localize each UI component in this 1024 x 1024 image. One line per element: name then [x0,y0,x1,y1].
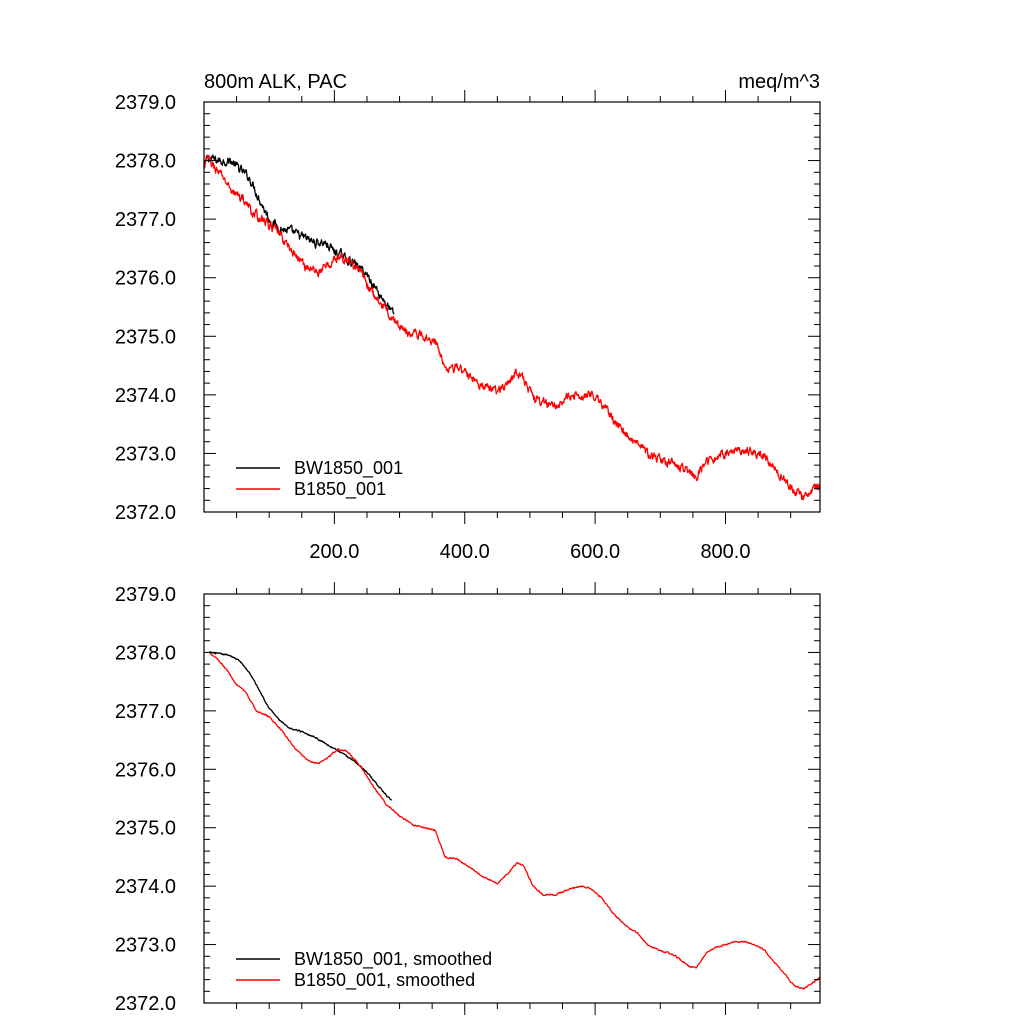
x-tick-label: 800.0 [700,541,750,563]
y-tick-label: 2372.0 [115,502,176,524]
x-tick-label: 400.0 [440,541,490,563]
series-line-1-1 [208,651,820,990]
y-tick-label: 2372.0 [115,993,176,1015]
y-tick-label: 2375.0 [115,326,176,348]
y-tick-label: 2374.0 [115,876,176,898]
legend-label: BW1850_001 [294,458,403,479]
x-tick-label: 600.0 [570,541,620,563]
legend-label: B1850_001, smoothed [294,970,475,991]
y-tick-label: 2379.0 [115,584,176,606]
legend-label: BW1850_001, smoothed [294,949,492,970]
legend-label: B1850_001 [294,479,386,500]
y-tick-label: 2378.0 [115,642,176,664]
y-tick-label: 2379.0 [115,92,176,114]
series-line-0-1 [204,154,820,501]
y-tick-label: 2376.0 [115,759,176,781]
y-tick-label: 2377.0 [115,209,176,231]
y-tick-label: 2376.0 [115,268,176,290]
chart-title-left: 800m ALK, PAC [204,71,347,93]
series-line-0-0 [204,154,395,315]
y-tick-label: 2373.0 [115,935,176,957]
y-tick-label: 2377.0 [115,701,176,723]
y-tick-label: 2373.0 [115,443,176,465]
top-panel: 2372.0 2373.0 2374.0 2375.0 2376.0 2377.0 2378… [115,90,821,563]
plot-frame [203,101,821,513]
y-tick-label: 2374.0 [115,385,176,407]
plot-frame [203,593,821,1004]
y-tick-label: 2375.0 [115,818,176,840]
bottom-panel: 2372.0 2373.0 2374.0 2375.0 2376.0 2377.0 2378… [115,582,821,1015]
chart-title-units: meq/m^3 [738,71,820,93]
y-tick-label: 2378.0 [115,151,176,173]
x-tick-label: 200.0 [309,541,359,563]
